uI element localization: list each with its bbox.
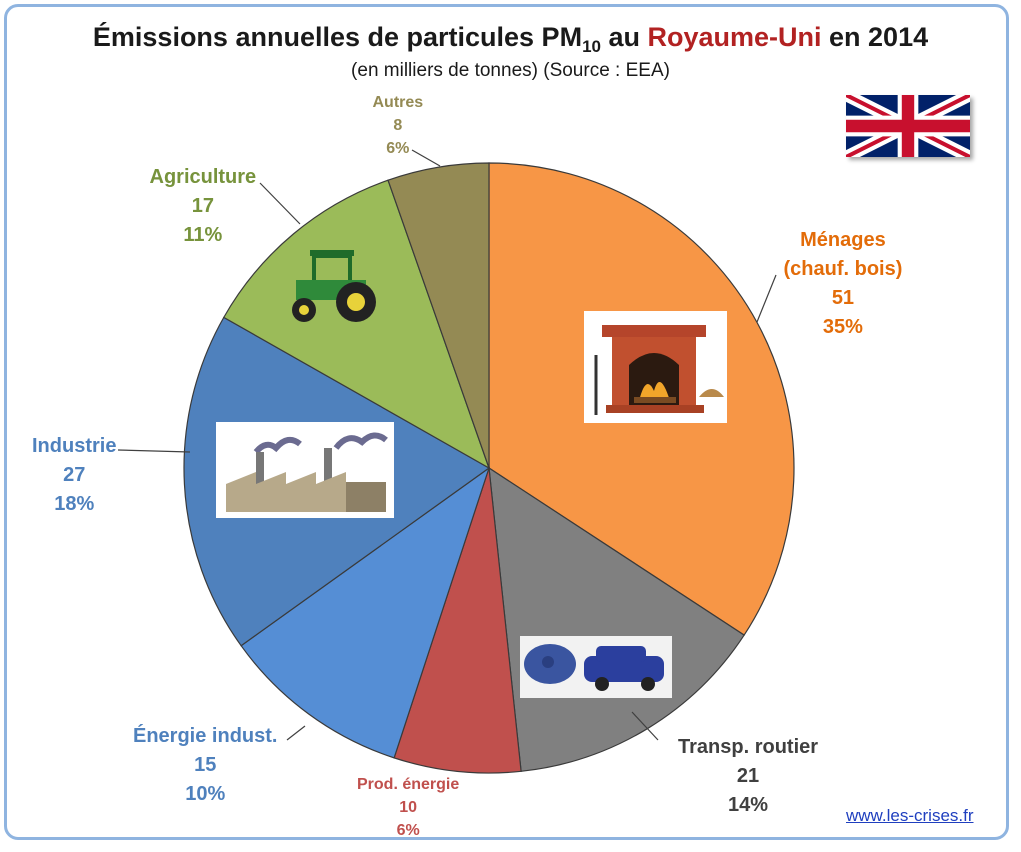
slice-label-line: 15 — [194, 754, 217, 776]
slice-label-line: Ménages — [800, 229, 886, 251]
pie-slice-5 — [222, 179, 491, 470]
leader-line-1 — [631, 711, 659, 741]
slice-label-line: Autres — [372, 94, 424, 111]
slice-label-line: 11% — [183, 224, 223, 246]
slice-label-2: Prod. énergie 10 6% — [357, 773, 459, 843]
pie-slice-3 — [240, 466, 491, 759]
uk-flag-icon — [846, 95, 970, 157]
source-link[interactable]: www.les-crises.fr — [846, 806, 974, 825]
slice-label-line: 6% — [386, 140, 410, 158]
pie-slice-2 — [393, 467, 522, 774]
slice-label-4: Industrie 27 18% — [32, 432, 116, 519]
slice-label-line: Industrie — [32, 435, 117, 457]
leader-line-4 — [117, 449, 191, 453]
slice-label-line: 18% — [54, 493, 95, 515]
slice-label-6: Autres 8 6% — [373, 91, 424, 161]
slice-label-line: 6% — [396, 822, 420, 840]
slice-label-line: 14% — [728, 794, 769, 816]
leader-line-5 — [259, 182, 301, 225]
slice-label-5: Agriculture 17 11% — [150, 163, 257, 250]
slice-label-line: 17 — [191, 195, 214, 217]
slice-label-line: Prod. énergie — [357, 776, 460, 793]
slice-label-line: Énergie indust. — [133, 725, 278, 747]
slice-label-line: 10% — [185, 783, 226, 805]
tractor-icon — [292, 250, 376, 322]
slice-label-line: 21 — [736, 765, 760, 787]
slice-label-3: Énergie indust. 15 10% — [133, 722, 277, 809]
leader-line-3 — [286, 725, 306, 741]
fireplace-icon — [584, 311, 727, 423]
leader-line-6 — [411, 149, 441, 167]
slice-label-line: Agriculture — [149, 166, 257, 188]
slice-label-line: Transp. routier — [678, 736, 819, 758]
slice-label-line: 8 — [393, 117, 403, 135]
car-smog-icon — [520, 636, 672, 698]
chart-title: Émissions annuelles de particules PM10 a… — [92, 22, 929, 56]
pie-slice-6 — [387, 162, 490, 469]
slice-label-line: 51 — [831, 287, 855, 309]
slice-label-line: 27 — [63, 464, 86, 486]
slice-label-line: (chauf. bois) — [783, 258, 903, 280]
leader-line-0 — [756, 274, 777, 323]
chart-subtitle: (en milliers de tonnes) (Source : EEA) — [351, 60, 670, 81]
chart-frame — [4, 4, 1009, 840]
slice-label-0: Ménages (chauf. bois) 51 35% — [784, 226, 903, 342]
slice-label-1: Transp. routier 21 14% — [678, 733, 818, 820]
factory-icon — [216, 422, 394, 518]
slice-label-line: 35% — [822, 316, 863, 338]
slice-label-line: 10 — [399, 799, 418, 817]
